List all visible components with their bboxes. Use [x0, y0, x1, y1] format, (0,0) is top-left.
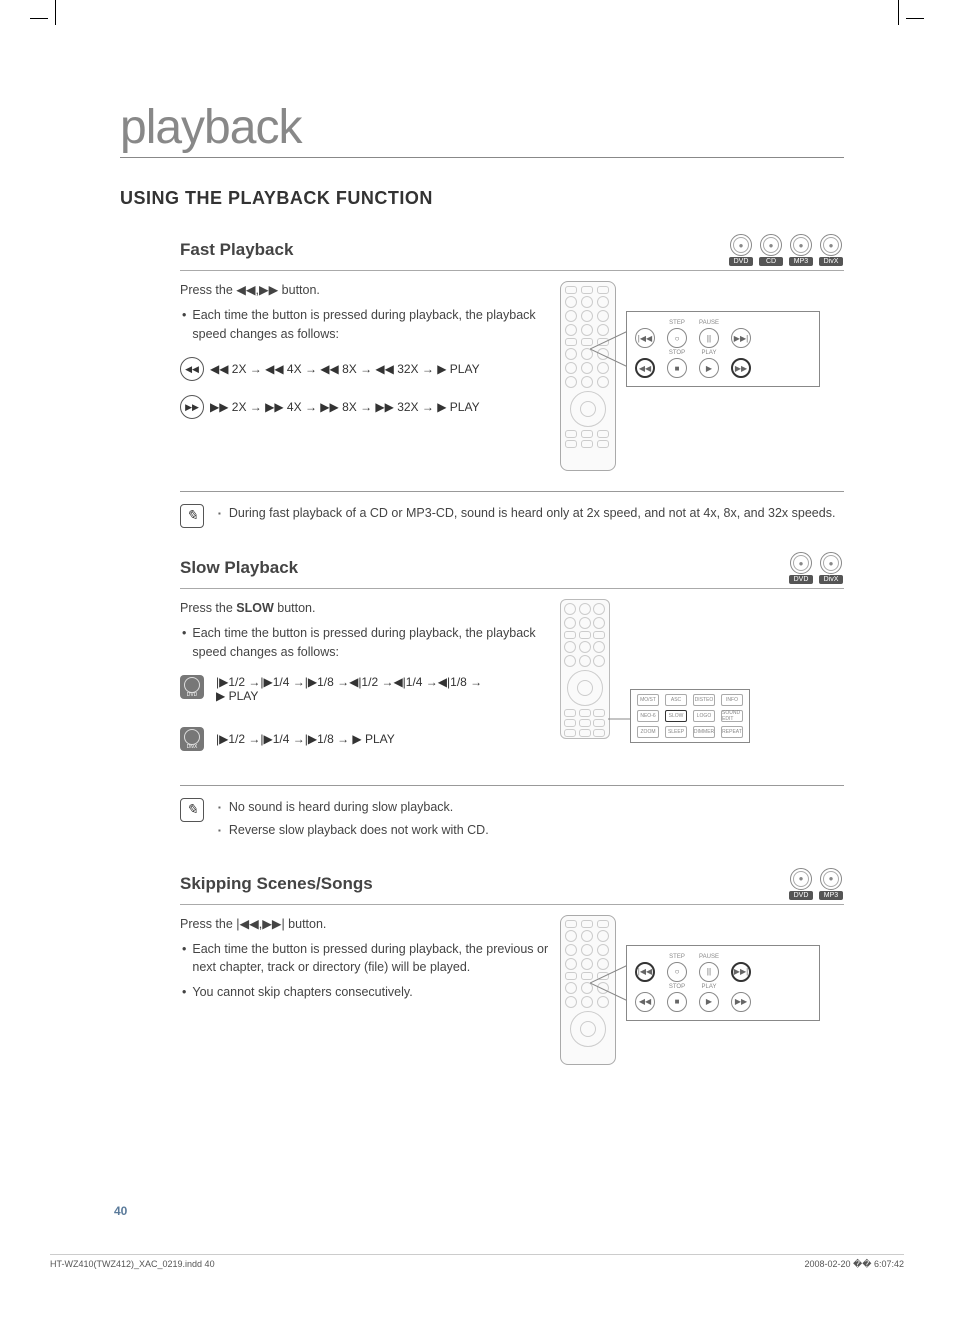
pause-btn-icon: || — [699, 962, 719, 982]
fast-playback-section: Fast Playback ●DVD ●CD ●MP3 ●DivX Press … — [180, 234, 844, 528]
rewind-icon: ◀◀ — [180, 357, 204, 381]
fast-note-item: During fast playback of a CD or MP3-CD, … — [218, 504, 844, 523]
skip-prev-icon: |◀◀ — [635, 962, 655, 982]
play-btn-icon: ▶ — [699, 992, 719, 1012]
skipping-section: Skipping Scenes/Songs ●DVD ●MP3 Press th… — [180, 868, 844, 1065]
skip-badges: ●DVD ●MP3 — [788, 868, 844, 900]
callout-line — [590, 955, 630, 1035]
fast-badges: ●DVD ●CD ●MP3 ●DivX — [728, 234, 844, 266]
page-title: playback — [120, 100, 844, 158]
stop-btn-icon: ■ — [667, 992, 687, 1012]
footer: HT-WZ410(TWZ412)_XAC_0219.indd 40 2008-0… — [50, 1254, 904, 1270]
step-btn-icon: ○ — [667, 328, 687, 348]
slow-divx-sequence: DivX |▶1/2 →|▶1/4 →|▶1/8 → ▶ PLAY — [180, 727, 550, 751]
slow-badges: ●DVD ●DivX — [788, 552, 844, 584]
callout-line — [590, 321, 630, 401]
skip-bullet-1: Each time the button is pressed during p… — [180, 940, 550, 978]
rewind-sequence: ◀◀ ◀◀ 2X → ◀◀ 4X → ◀◀ 8X → ◀◀ 32X → ▶ PL… — [180, 357, 550, 381]
fastfwd-btn-icon: ▶▶ — [731, 992, 751, 1012]
badge-dvd: ●DVD — [728, 234, 754, 266]
badge-dvd: ●DVD — [788, 552, 814, 584]
step-btn-icon: ○ — [667, 962, 687, 982]
divx-mini-icon: DivX — [180, 727, 204, 751]
content-area: playback USING THE PLAYBACK FUNCTION Fas… — [120, 100, 844, 1065]
rewind-btn-icon: ◀◀ — [635, 992, 655, 1012]
slow-note-2: Reverse slow playback does not work with… — [218, 821, 844, 840]
skip-title: Skipping Scenes/Songs — [180, 874, 373, 894]
slow-note-1: No sound is heard during slow playback. — [218, 798, 844, 817]
badge-divx: ●DivX — [818, 234, 844, 266]
fast-bullet: Each time the button is pressed during p… — [180, 306, 550, 344]
slow-bullet: Each time the button is pressed during p… — [180, 624, 550, 662]
page-number: 40 — [114, 1204, 127, 1218]
slow-note: ✎ No sound is heard during slow playback… — [180, 785, 844, 844]
badge-dvd: ●DVD — [788, 868, 814, 900]
badge-cd: ●CD — [758, 234, 784, 266]
skip-next-icon: ▶▶| — [731, 962, 751, 982]
rewind-btn-icon: ◀◀ — [635, 358, 655, 378]
pause-btn-icon: || — [699, 328, 719, 348]
slow-btn-highlight: SLOW — [665, 710, 687, 722]
dvd-mini-icon: DVD — [180, 675, 204, 699]
page: playback USING THE PLAYBACK FUNCTION Fas… — [0, 0, 954, 1318]
prev-btn-icon: |◀◀ — [635, 328, 655, 348]
remote-diagram-slow — [560, 599, 610, 739]
footer-filename: HT-WZ410(TWZ412)_XAC_0219.indd 40 — [50, 1259, 215, 1270]
slow-dvd-sequence: DVD |▶1/2 →|▶1/4 →|▶1/8 →◀|1/2 →◀|1/4 →◀… — [180, 675, 550, 703]
fast-press-text: Press the ◀◀,▶▶ button. — [180, 281, 550, 300]
forward-sequence: ▶▶ ▶▶ 2X → ▶▶ 4X → ▶▶ 8X → ▶▶ 32X → ▶ PL… — [180, 395, 550, 419]
note-icon: ✎ — [180, 798, 204, 822]
skip-bullet-2: You cannot skip chapters consecutively. — [180, 983, 550, 1002]
stop-btn-icon: ■ — [667, 358, 687, 378]
fast-callout: |◀◀ STEP○ PAUSE|| ▶▶| ◀◀ STOP■ PLAY▶ — [626, 311, 820, 387]
fast-note: ✎ During fast playback of a CD or MP3-CD… — [180, 491, 844, 528]
slow-playback-section: Slow Playback ●DVD ●DivX Press the SLOW … — [180, 552, 844, 844]
slow-title: Slow Playback — [180, 558, 298, 578]
badge-divx: ●DivX — [818, 552, 844, 584]
badge-mp3: ●MP3 — [818, 868, 844, 900]
note-icon: ✎ — [180, 504, 204, 528]
play-btn-icon: ▶ — [699, 358, 719, 378]
section-heading: USING THE PLAYBACK FUNCTION — [120, 188, 844, 209]
footer-timestamp: 2008-02-20 �� 6:07:42 — [804, 1259, 904, 1270]
slow-press-text: Press the SLOW button. — [180, 599, 550, 618]
fast-title: Fast Playback — [180, 240, 293, 260]
skip-press-text: Press the |◀◀,▶▶| button. — [180, 915, 550, 934]
skip-callout: |◀◀ STEP○ PAUSE|| ▶▶| ◀◀ STOP■ PLAY▶ — [626, 945, 820, 1021]
fastfwd-btn-icon: ▶▶ — [731, 358, 751, 378]
next-btn-icon: ▶▶| — [731, 328, 751, 348]
slow-callout: MO/ST ASC DISTEO INFO NEO-6 SLOW LOGO SO… — [630, 689, 750, 743]
badge-mp3: ●MP3 — [788, 234, 814, 266]
forward-icon: ▶▶ — [180, 395, 204, 419]
